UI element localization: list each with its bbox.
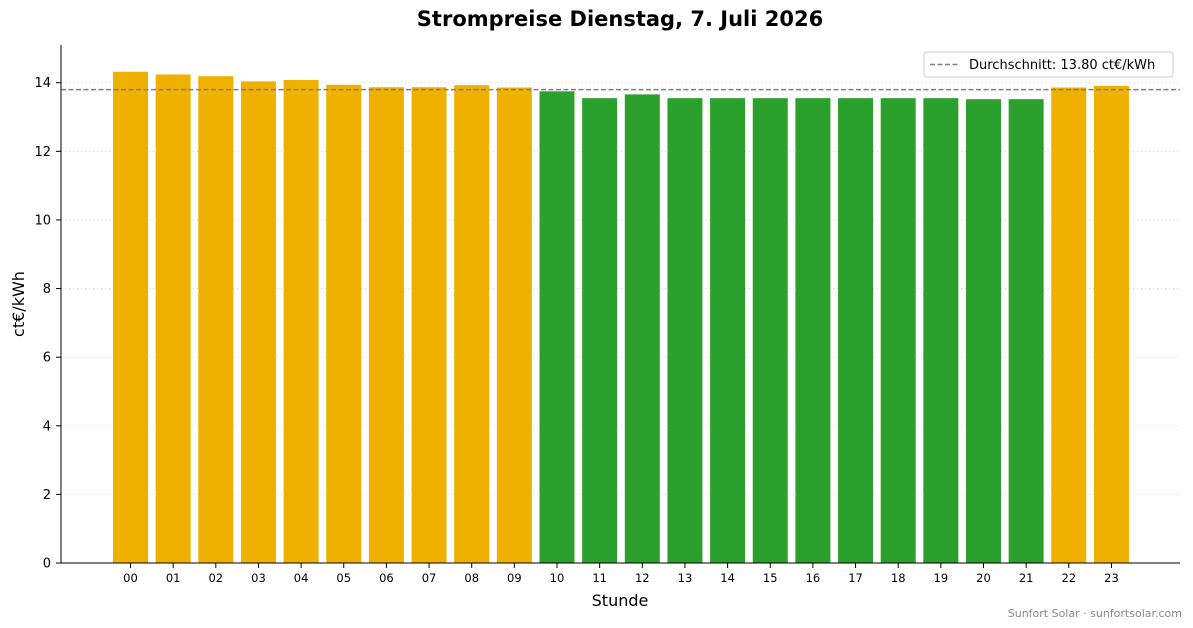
x-tick-label-17: 17 [848,571,863,585]
bar-14 [710,98,746,564]
bar-22 [1051,87,1087,563]
bar-11 [582,98,618,564]
bars [113,71,1129,564]
y-axis-label: ct€/kWh [9,271,28,337]
bar-05 [326,84,362,563]
x-tick-label-23: 23 [1104,571,1119,585]
bar-02 [198,76,234,563]
legend: Durchschnitt: 13.80 ct€/kWh [923,51,1174,78]
x-tick-label-02: 02 [208,571,223,585]
bar-18 [880,98,916,564]
y-tick-label: 6 [43,351,51,366]
x-tick-label-11: 11 [592,571,607,585]
y-tick-label: 4 [43,419,51,434]
x-tick-label-08: 08 [464,571,479,585]
x-ticks: 00 01 02 03 04 05 06 07 08 09 10 11 12 13 14 15 16 17 18 19… [123,563,1119,585]
bar-19 [923,98,959,564]
x-tick-label-21: 21 [1019,571,1034,585]
x-tick-label-14: 14 [720,571,735,585]
bar-01 [155,74,191,563]
bar-20 [966,99,1001,563]
bar-13 [667,98,703,564]
bar-08 [454,85,490,564]
y-tick-label: 0 [43,557,51,572]
bar-10 [539,91,575,564]
x-tick-label-16: 16 [806,571,821,585]
x-tick-label-03: 03 [251,571,266,585]
bar-06 [368,87,404,563]
x-tick-label-00: 00 [123,571,138,585]
x-tick-label-18: 18 [891,571,906,585]
y-ticks: 0 2 4 6 8 10 12 14 [34,76,61,572]
y-tick-label: 2 [43,488,51,503]
bar-17 [838,98,874,564]
bar-00 [113,71,148,563]
x-tick-label-09: 09 [507,571,522,585]
bar-16 [795,98,831,564]
x-tick-label-20: 20 [976,571,991,585]
x-tick-label-13: 13 [678,571,693,585]
axes [60,45,1180,564]
y-tick-label: 8 [43,282,51,297]
x-tick-label-19: 19 [934,571,949,585]
bar-07 [411,87,447,563]
bar-23 [1093,85,1129,564]
x-tick-label-15: 15 [763,571,778,585]
x-tick-label-05: 05 [336,571,351,585]
bar-03 [240,81,276,563]
x-tick-label-04: 04 [294,571,309,585]
x-tick-label-10: 10 [550,571,565,585]
bar-21 [1008,99,1044,563]
bar-09 [496,87,532,563]
x-tick-label-22: 22 [1061,571,1076,585]
bar-04 [283,79,319,564]
x-tick-label-06: 06 [379,571,394,585]
bar-15 [752,98,788,564]
footer-credit: Sunfort Solar · sunfortsolar.com [1008,607,1182,620]
legend-box [923,51,1174,78]
x-axis-label: Stunde [592,591,649,610]
x-tick-label-07: 07 [422,571,437,585]
x-tick-label-12: 12 [635,571,650,585]
y-tick-label: 12 [34,145,51,160]
y-tick-label: 10 [34,213,51,228]
bar-12 [624,94,660,563]
y-tick-label: 14 [34,76,51,91]
legend-average-label: Durchschnitt: 13.80 ct€/kWh [969,58,1155,73]
chart-title: Strompreise Dienstag, 7. Juli 2026 [417,7,823,31]
x-tick-label-01: 01 [166,571,181,585]
